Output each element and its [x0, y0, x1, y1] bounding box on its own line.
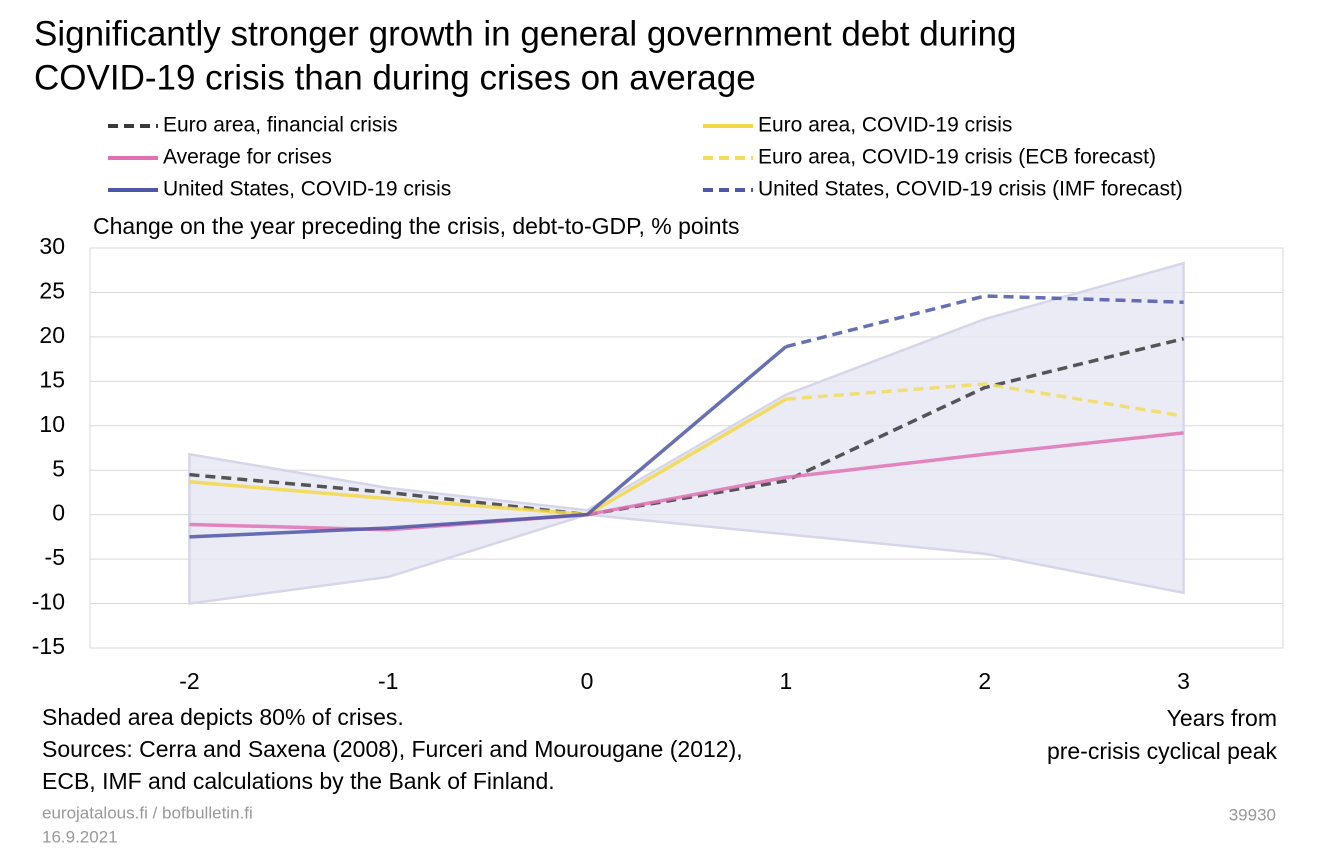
- x-tick-label: 3: [1177, 668, 1190, 694]
- note: Sources: Cerra and Saxena (2008), Furcer…: [42, 736, 743, 762]
- y-tick-label: -10: [32, 589, 65, 615]
- x-tick-label: 1: [780, 668, 793, 694]
- legend-label: Euro area, COVID-19 crisis: [758, 114, 1012, 137]
- series-line: [785, 382, 1184, 418]
- chart-title: COVID-19 crisis than during crises on av…: [34, 58, 756, 97]
- y-tick-label: 10: [39, 411, 65, 437]
- y-tick-label: -5: [45, 544, 65, 570]
- footer-site: eurojatalous.fi / bofbulletin.fi: [42, 803, 253, 822]
- footer-date: 16.9.2021: [42, 827, 118, 846]
- y-tick-label: 15: [39, 366, 65, 392]
- legend-label: Euro area, COVID-19 crisis (ECB forecast…: [758, 146, 1156, 169]
- x-tick-label: 0: [581, 668, 594, 694]
- series-line: [785, 294, 1184, 349]
- legend-label: United States, COVID-19 crisis (IMF fore…: [758, 178, 1183, 201]
- x-axis-label: pre-crisis cyclical peak: [1047, 738, 1278, 764]
- series-line: [189, 397, 787, 517]
- legend-label: Euro area, financial crisis: [163, 114, 398, 137]
- subtitle: Change on the year preceding the crisis,…: [93, 213, 740, 239]
- note: Shaded area depicts 80% of crises.: [42, 704, 404, 730]
- x-tick-label: 2: [978, 668, 991, 694]
- footer-id: 39930: [1229, 805, 1276, 824]
- x-axis-label: Years from: [1167, 705, 1277, 731]
- chart-title: Significantly stronger growth in general…: [34, 14, 1017, 53]
- shaded-band: [188, 261, 1185, 605]
- x-tick-label: -2: [179, 668, 199, 694]
- series-line: [189, 345, 788, 539]
- x-tick-label: -1: [378, 668, 398, 694]
- y-tick-label: 20: [39, 322, 65, 348]
- note: ECB, IMF and calculations by the Bank of…: [42, 768, 555, 794]
- legend-label: United States, COVID-19 crisis: [163, 178, 451, 201]
- legend-label: Average for crises: [163, 146, 332, 169]
- y-tick-label: 30: [39, 233, 65, 259]
- y-tick-label: 0: [52, 500, 65, 526]
- y-tick-label: -15: [32, 633, 65, 659]
- y-tick-label: 25: [39, 278, 65, 304]
- y-tick-label: 5: [52, 455, 65, 481]
